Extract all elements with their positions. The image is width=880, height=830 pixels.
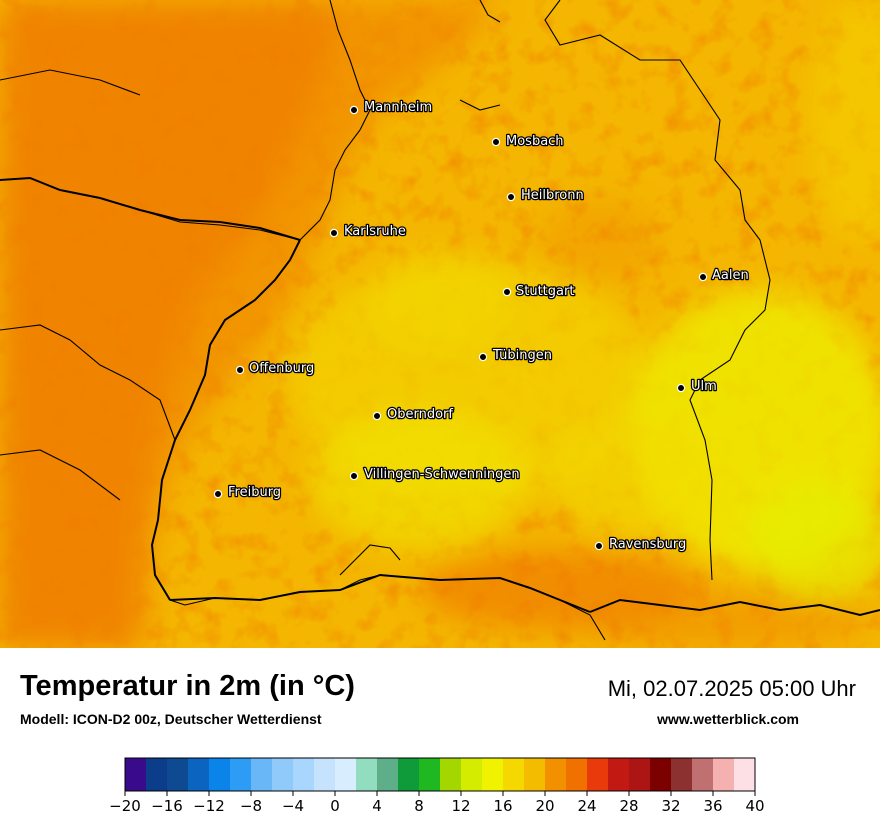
city-karlsruhe[interactable]: Karlsruhe <box>329 223 407 240</box>
color-swatch <box>293 758 315 791</box>
city-marker-dot <box>329 228 339 238</box>
tick-label: −20 <box>109 797 141 815</box>
color-bar-ticks: −20 −16 −12 −8 −4 0 4 8 12 16 20 24 28 32 36 40 <box>109 791 765 815</box>
city-marker-dot <box>478 352 488 362</box>
color-swatch <box>461 758 483 791</box>
color-bar-swatches <box>125 758 756 791</box>
color-swatch <box>440 758 462 791</box>
city-marker-dot <box>506 192 516 202</box>
city-label: Oberndorf <box>387 407 453 422</box>
tick-label: −16 <box>151 797 183 815</box>
color-swatch <box>671 758 693 791</box>
city-aalen[interactable]: Aalen <box>698 267 750 284</box>
city-marker-dot <box>349 105 359 115</box>
tick-label: 0 <box>330 797 340 815</box>
color-swatch <box>419 758 441 791</box>
color-swatch <box>545 758 567 791</box>
tick-label: −12 <box>193 797 225 815</box>
city-oberndorf[interactable]: Oberndorf <box>372 406 455 423</box>
country-borders <box>0 176 880 617</box>
city-label: Heilbronn <box>521 188 584 203</box>
tick-label: 40 <box>745 797 764 815</box>
city-villingen[interactable]: Villingen-Schwenningen <box>349 466 521 483</box>
color-swatch <box>692 758 714 791</box>
city-label: Villingen-Schwenningen <box>364 467 520 482</box>
color-swatch <box>314 758 336 791</box>
tick-label: 8 <box>414 797 424 815</box>
city-ulm[interactable]: Ulm <box>676 378 718 395</box>
tick-label: 4 <box>372 797 382 815</box>
tick-label: 36 <box>703 797 722 815</box>
city-marker-dot <box>698 272 708 282</box>
color-swatch <box>209 758 231 791</box>
map-title: Temperatur in 2m (in °C) <box>20 670 355 702</box>
city-label: Stuttgart <box>516 284 574 299</box>
color-swatch <box>125 758 147 791</box>
city-label: Aalen <box>712 268 749 283</box>
temperature-map: Mannheim Mosbach Heilbronn Karlsruhe Aal… <box>0 0 880 648</box>
color-swatch <box>272 758 294 791</box>
color-swatch <box>629 758 651 791</box>
city-ravensburg[interactable]: Ravensburg <box>594 536 688 553</box>
cool-zones <box>290 0 880 600</box>
city-marker-dot <box>213 489 223 499</box>
tick-label: 28 <box>619 797 638 815</box>
forecast-datetime: Mi, 02.07.2025 05:00 Uhr <box>607 676 856 701</box>
city-markers: Mannheim Mosbach Heilbronn Karlsruhe Aal… <box>213 99 750 553</box>
city-marker-dot <box>502 287 512 297</box>
color-bar: −20 −16 −12 −8 −4 0 4 8 12 16 20 24 28 32 36 40 <box>109 757 765 815</box>
city-offenburg[interactable]: Offenburg <box>235 360 316 377</box>
city-stuttgart[interactable]: Stuttgart <box>502 283 576 300</box>
tick-label: 16 <box>493 797 512 815</box>
city-label: Ulm <box>691 379 717 394</box>
tick-label: 32 <box>661 797 680 815</box>
city-marker-dot <box>349 471 359 481</box>
city-label: Ravensburg <box>609 537 686 552</box>
color-swatch <box>734 758 756 791</box>
city-label: Karlsruhe <box>344 224 406 239</box>
tick-label: 12 <box>451 797 470 815</box>
color-swatch <box>146 758 168 791</box>
tick-label: 20 <box>535 797 554 815</box>
tick-label: 24 <box>577 797 596 815</box>
city-freiburg[interactable]: Freiburg <box>213 484 282 501</box>
color-swatch <box>650 758 672 791</box>
tick-label: −8 <box>240 797 262 815</box>
city-label: Mannheim <box>364 100 432 115</box>
color-swatch <box>503 758 525 791</box>
color-swatch <box>398 758 420 791</box>
city-label: Offenburg <box>249 361 314 376</box>
color-swatch <box>251 758 273 791</box>
city-label: Tübingen <box>492 348 552 363</box>
city-marker-dot <box>491 137 501 147</box>
color-swatch <box>377 758 399 791</box>
city-marker-dot <box>676 383 686 393</box>
color-bar-frame <box>124 757 756 792</box>
color-swatch <box>482 758 504 791</box>
color-swatch <box>566 758 588 791</box>
city-mannheim[interactable]: Mannheim <box>349 99 433 116</box>
website-link[interactable]: www.wetterblick.com <box>657 711 799 727</box>
warm-zones <box>0 0 870 648</box>
color-swatch <box>587 758 609 791</box>
city-marker-dot <box>235 365 245 375</box>
city-label: Freiburg <box>228 485 281 500</box>
city-label: Mosbach <box>506 134 564 149</box>
color-swatch <box>608 758 630 791</box>
color-swatch <box>713 758 735 791</box>
city-tuebingen[interactable]: Tübingen <box>478 347 553 364</box>
city-marker-dot <box>594 541 604 551</box>
city-heilbronn[interactable]: Heilbronn <box>506 187 585 204</box>
model-source: Modell: ICON-D2 00z, Deutscher Wetterdie… <box>20 711 322 727</box>
color-swatch <box>356 758 378 791</box>
color-swatch <box>188 758 210 791</box>
color-swatch <box>230 758 252 791</box>
city-marker-dot <box>372 411 382 421</box>
color-swatch <box>524 758 546 791</box>
tick-label: −4 <box>282 797 304 815</box>
city-mosbach[interactable]: Mosbach <box>491 133 565 150</box>
color-swatch <box>335 758 357 791</box>
color-swatch <box>167 758 189 791</box>
